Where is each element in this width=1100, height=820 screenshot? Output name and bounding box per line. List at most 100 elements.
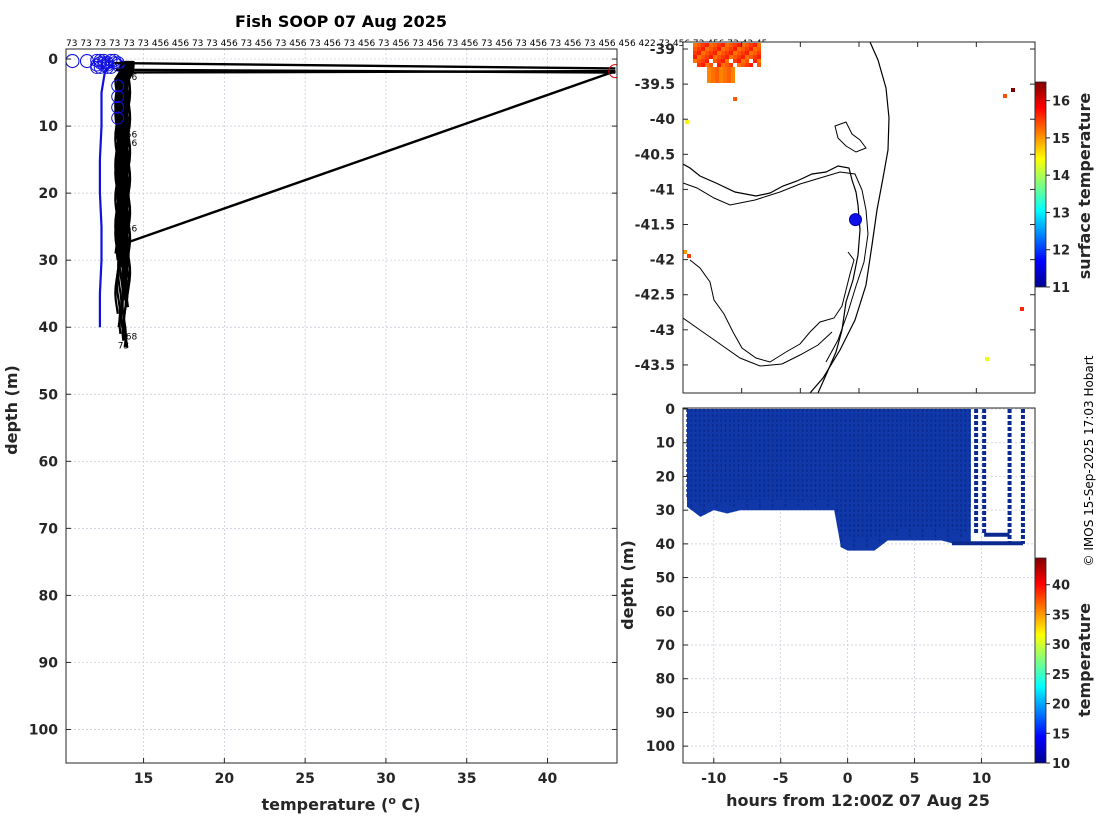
sst-pixel	[687, 254, 691, 258]
y-tick-label: 90	[39, 655, 59, 671]
timedepth-y-axis-label: depth (m)	[618, 540, 637, 630]
sst-colorbar-tick-label: 12	[1052, 244, 1070, 259]
sst-pixel	[693, 59, 697, 63]
sst-pixel	[705, 43, 709, 47]
sst-pixel	[693, 51, 697, 55]
sst-pixel	[733, 47, 737, 51]
sst-pixel	[723, 71, 727, 75]
sst-pixel	[745, 59, 749, 63]
x-tick-label: 30	[376, 771, 396, 787]
sst-pixel	[717, 47, 721, 51]
sst-pixel	[749, 47, 753, 51]
timedepth-x-axis-label: hours from 12:00Z 07 Aug 25	[726, 791, 990, 810]
y-tick-label: 60	[39, 454, 59, 470]
map-y-tick-label: -42.5	[635, 288, 675, 304]
sst-pixel	[725, 47, 729, 51]
sst-pixel	[725, 43, 729, 47]
td-y-tick-label: 70	[656, 638, 676, 654]
sst-pixel	[733, 51, 737, 55]
sst-pixel	[697, 63, 701, 67]
sst-pixel	[717, 59, 721, 63]
offshore-contour	[809, 42, 890, 393]
shelf-contour	[683, 171, 869, 363]
x-tick-label: 35	[457, 771, 476, 787]
sst-pixel	[717, 51, 721, 55]
sst-pixel	[723, 79, 727, 83]
sst-pixel	[713, 51, 717, 55]
sst-pixel	[721, 43, 725, 47]
mainland-coastline	[683, 163, 861, 393]
map-y-tick-label: -43.5	[635, 358, 675, 374]
sst-pixels	[683, 43, 1024, 361]
y-tick-label: 50	[39, 387, 59, 403]
marker-surface-red	[608, 64, 617, 79]
y-tick-label: 10	[39, 119, 59, 135]
sst-pixel	[727, 71, 731, 75]
sst-pixel	[701, 59, 705, 63]
sst-pixel	[719, 75, 723, 79]
temp-colorbar-tick-label: 30	[1052, 638, 1070, 653]
island-outline	[834, 121, 867, 153]
sst-pixel	[749, 55, 753, 59]
sst-pixel	[1011, 88, 1015, 92]
profile-cast-label: 56	[126, 139, 138, 149]
temp-colorbar-tick-label: 25	[1052, 668, 1070, 683]
sst-pixel	[721, 63, 725, 67]
sst-pixel	[721, 51, 725, 55]
sst-pixel	[731, 67, 735, 71]
sst-pixel	[741, 55, 745, 59]
sst-pixel	[729, 63, 733, 67]
temp-colorbar-tick-label: 10	[1052, 757, 1070, 772]
td-y-tick-label: 0	[665, 402, 675, 418]
series-transect-low	[120, 69, 616, 74]
sst-pixel	[715, 75, 719, 79]
sst-pixel	[1003, 94, 1007, 98]
sst-pixel	[719, 79, 723, 83]
sst-pixel	[697, 47, 701, 51]
temperature-colorbar-label: temperature	[1075, 603, 1094, 717]
sst-pixel	[727, 75, 731, 79]
sst-pixel	[741, 51, 745, 55]
sst-pixel	[701, 43, 705, 47]
map-ticks: -39 -39.5 -40 -40.5 -41 -41.5 -42 -42.5 -43 -43.5	[635, 42, 1035, 393]
sst-pixel	[705, 47, 709, 51]
sst-pixel	[737, 43, 741, 47]
sst-pixel	[731, 79, 735, 83]
sst-pixel	[709, 55, 713, 59]
credit-text: © IMOS 15-Sep-2025 17:03 Hobart	[1082, 355, 1096, 566]
sst-pixel	[715, 79, 719, 83]
near-surface-obs-marker	[111, 90, 125, 104]
temp-colorbar-tick-label: 40	[1052, 579, 1070, 594]
sst-pixel	[749, 51, 753, 55]
sst-pixel	[727, 79, 731, 83]
surface-obs-marker	[90, 58, 104, 72]
sst-pixel	[697, 43, 701, 47]
sst-pixel	[737, 55, 741, 59]
sst-pixel	[715, 67, 719, 71]
cast-profile-line	[124, 61, 134, 308]
sst-pixel	[733, 55, 737, 59]
sst-pixel	[725, 63, 729, 67]
td-y-tick-label: 50	[656, 571, 676, 587]
sst-pixel	[713, 55, 717, 59]
sst-pixel	[749, 43, 753, 47]
sst-pixel	[717, 43, 721, 47]
sst-pixel	[729, 55, 733, 59]
sst-pixel	[729, 51, 733, 55]
sst-pixel	[693, 47, 697, 51]
sst-pixel	[741, 63, 745, 67]
sst-pixel	[707, 79, 711, 83]
sst-pixel	[693, 55, 697, 59]
sst-pixel	[757, 59, 761, 63]
td-y-tick-label: 30	[656, 503, 676, 519]
sst-pixel	[711, 71, 715, 75]
profile-grid	[66, 49, 617, 763]
y-tick-label: 0	[48, 52, 58, 68]
sst-pixel	[697, 59, 701, 63]
map-content	[683, 42, 1024, 393]
profile-cast-label: 56	[126, 130, 138, 140]
y-tick-label: 80	[39, 588, 59, 604]
sst-pixel	[711, 79, 715, 83]
td-x-tick-label: -10	[701, 771, 727, 787]
